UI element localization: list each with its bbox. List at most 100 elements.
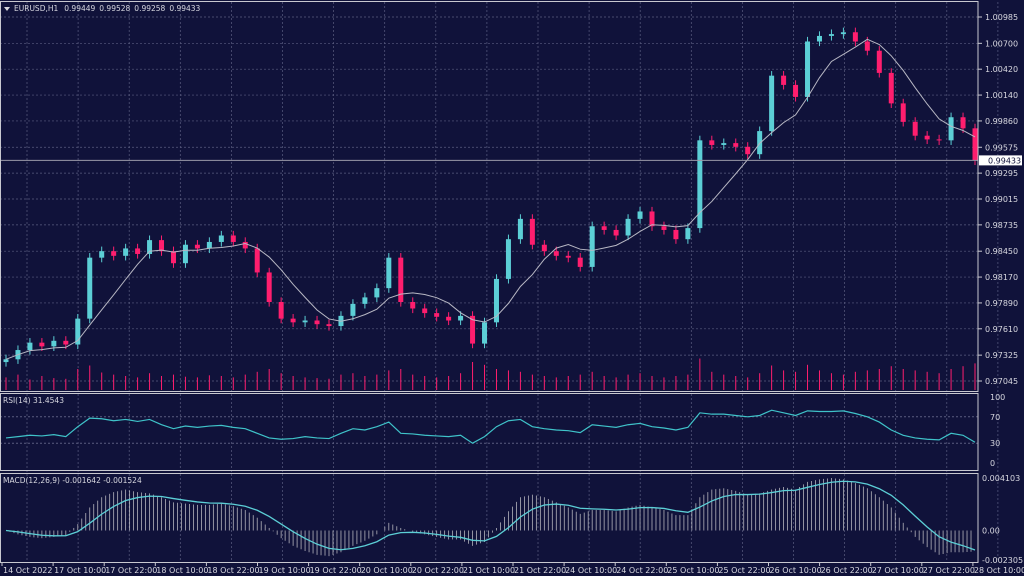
candle-body (912, 121, 918, 136)
candle-body (661, 226, 667, 230)
candle-body (769, 75, 775, 132)
main-panel-border (0, 1, 979, 392)
volume-bars (5, 358, 976, 390)
current-price-box (979, 155, 1022, 166)
candle-body (888, 72, 894, 104)
macd-signal-line (5, 480, 976, 551)
candle-body (900, 103, 906, 122)
candle-body (805, 41, 811, 97)
candle-body (63, 340, 69, 345)
price-tick-label: 0.99295 (985, 169, 1018, 178)
candle-body (816, 35, 822, 42)
candle-body (541, 244, 547, 252)
price-tick-label: 1.00420 (985, 65, 1018, 74)
candle-body (577, 257, 583, 267)
candle-body (637, 211, 643, 219)
candle-body (386, 257, 392, 289)
candle-body (3, 359, 9, 363)
candle-body (182, 244, 188, 264)
time-tick-label: 20 Oct 22:00 (412, 566, 464, 575)
macd-header: MACD(12,26,9) -0.001642 -0.001524 (3, 476, 142, 485)
candle-body (733, 143, 739, 147)
price-tick-label: 1.00140 (985, 91, 1018, 100)
macd-axis-label: -0.002305 (982, 556, 1023, 565)
candle-body (565, 255, 571, 258)
candle-body (230, 235, 236, 242)
price-tick-label: 0.97325 (985, 351, 1018, 360)
candle-body (27, 342, 33, 351)
price-tick-label: 1.00700 (985, 39, 1018, 48)
candle-body (99, 251, 105, 258)
candle-body (505, 239, 511, 279)
candle-body (793, 84, 799, 97)
candle-body (745, 146, 751, 155)
price-tick-label: 0.97610 (985, 325, 1018, 334)
candle-body (374, 288, 380, 298)
current-price-label: 0.99433 (988, 156, 1021, 165)
collapse-triangle-icon[interactable] (4, 7, 10, 11)
price-tick-label: 1.00985 (985, 13, 1018, 22)
time-tick-label: 26 Oct 22:00 (821, 566, 873, 575)
candle-body (278, 302, 284, 319)
candle-body (410, 302, 416, 309)
time-tick-label: 19 Oct 22:00 (310, 566, 362, 575)
candle-body (314, 320, 320, 325)
candle-body (876, 50, 882, 73)
candle-body (757, 131, 763, 155)
rsi-panel (0, 409, 978, 444)
candle-body (302, 320, 308, 323)
moving-average-line (5, 38, 976, 360)
candle-body (434, 313, 440, 317)
price-tick-label: 0.97045 (985, 377, 1018, 386)
rsi-header: RSI(14) 31.4543 (3, 396, 64, 405)
rsi-panel-border (0, 393, 979, 471)
candle-body (936, 139, 942, 141)
candle-body (39, 342, 45, 347)
candle-body (398, 257, 404, 303)
macd-panel-border (0, 473, 979, 563)
rsi-axis-label: 100 (990, 393, 1005, 402)
grid (0, 2, 999, 562)
time-tick-label: 17 Oct 22:00 (105, 566, 157, 575)
candle-body (613, 229, 619, 236)
price-tick-label: 0.98735 (985, 221, 1018, 230)
time-tick-label: 19 Oct 10:00 (259, 566, 311, 575)
time-tick-label: 14 Oct 2022 (3, 566, 52, 575)
rsi-line (5, 409, 976, 444)
price-tick-label: 0.98170 (985, 273, 1018, 282)
price-tick-label: 0.99015 (985, 195, 1018, 204)
rsi-axis-label: 30 (990, 439, 1000, 448)
candle-body (649, 211, 655, 227)
candle-body (75, 318, 81, 345)
candle-body (159, 240, 165, 252)
candle-body (493, 278, 499, 323)
time-tick-label: 27 Oct 22:00 (923, 566, 975, 575)
price-tick-label: 0.97890 (985, 299, 1018, 308)
candle-body (111, 251, 117, 256)
candle-body (170, 251, 176, 264)
candle-body (326, 324, 332, 327)
time-tick-label: 21 Oct 22:00 (514, 566, 566, 575)
candle-body (781, 75, 787, 85)
candle-body (422, 308, 428, 314)
candle-body (218, 235, 224, 242)
candle-body (206, 241, 212, 249)
price-tick-label: 0.99575 (985, 143, 1018, 152)
rsi-axis-label: 70 (990, 413, 1000, 422)
candle-body (123, 248, 129, 256)
candle-body (721, 143, 727, 145)
symbol-header: EURUSD,H1 0.99449 0.99528 0.99258 0.99433 (14, 4, 201, 13)
rsi-axis-label: 0 (990, 459, 995, 468)
candle-body (290, 318, 296, 323)
time-tick-label: 24 Oct 22:00 (616, 566, 668, 575)
candle-body (194, 244, 200, 249)
candle-body (697, 140, 703, 229)
candle-body (625, 218, 631, 236)
candle-body (601, 226, 607, 230)
candle-body (852, 32, 858, 42)
candle-body (864, 41, 870, 51)
time-tick-label: 20 Oct 10:00 (361, 566, 413, 575)
time-tick-label: 17 Oct 10:00 (54, 566, 106, 575)
candle-body (529, 218, 535, 245)
